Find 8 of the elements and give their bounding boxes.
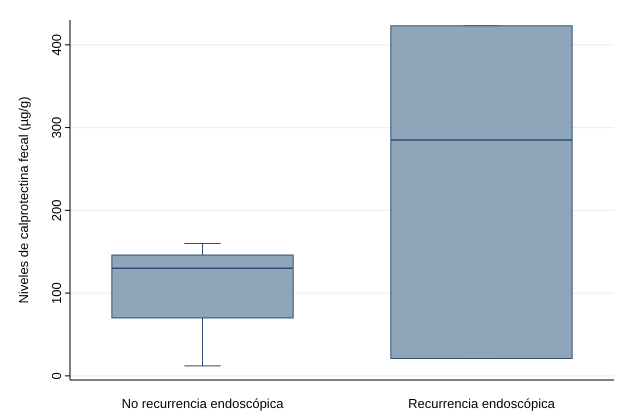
y-axis-title: Niveles de calprotectina fecal (µg/g) xyxy=(16,96,31,304)
x-tick-label: No recurrencia endoscópica xyxy=(122,396,284,411)
y-tick-label: 100 xyxy=(49,282,64,304)
y-tick-label: 400 xyxy=(49,34,64,56)
y-tick-label: 0 xyxy=(49,372,64,380)
y-tick-label: 300 xyxy=(49,116,64,138)
x-tick-label: Recurrencia endoscópica xyxy=(408,396,556,411)
y-tick-label: 200 xyxy=(49,199,64,222)
